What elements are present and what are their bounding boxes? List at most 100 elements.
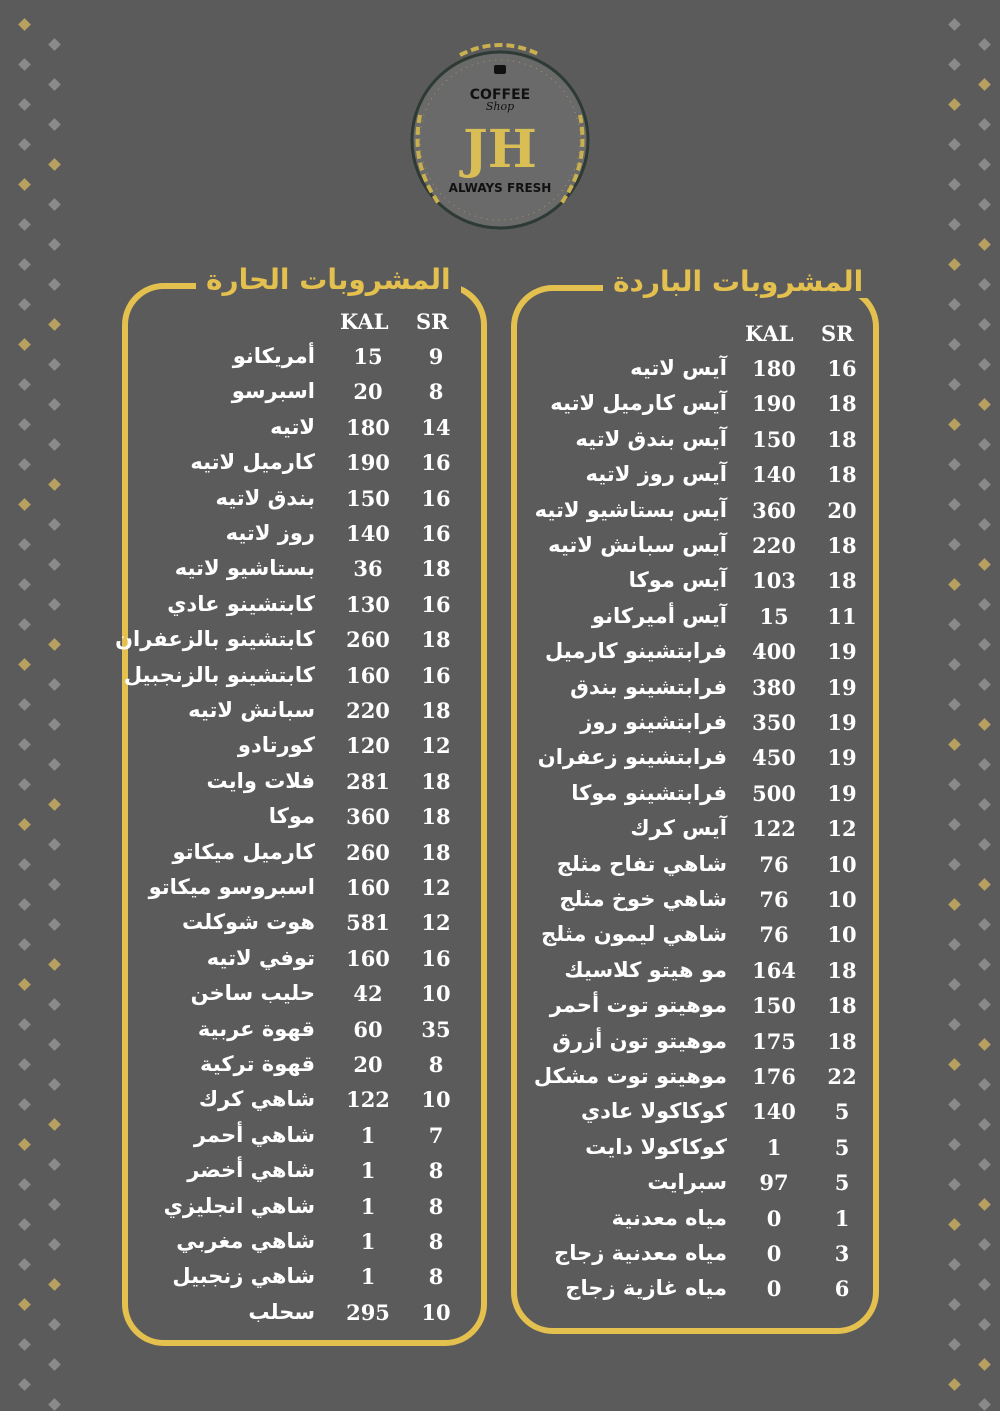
item-name: مياه معدنية [611, 1205, 727, 1230]
diamond-icon [48, 438, 61, 451]
menu-item: آيس كرك 122 12 [517, 816, 873, 851]
item-name: آيس لاتيه [630, 356, 727, 380]
item-calories: 122 [752, 816, 796, 842]
diamond-icon [948, 978, 961, 991]
diamond-icon [48, 278, 61, 291]
item-price: 18 [421, 556, 451, 582]
item-price: 18 [827, 462, 857, 488]
menu-item: شاهي زنجبيل 1 8 [128, 1264, 481, 1299]
menu-item: لاتيه 180 14 [128, 415, 481, 450]
item-price: 12 [421, 733, 451, 759]
diamond-icon [948, 1338, 961, 1351]
diamond-icon [48, 838, 61, 851]
diamond-icon [48, 1078, 61, 1091]
diamond-icon [18, 1018, 31, 1031]
item-name: موكا [268, 804, 315, 829]
diamond-icon [18, 58, 31, 71]
diamond-icon [18, 1218, 31, 1231]
menu-item: شاهي مغربي 1 8 [128, 1229, 481, 1264]
item-price: 5 [834, 1170, 850, 1196]
diamond-icon [978, 38, 991, 51]
diamond-icon [48, 758, 61, 771]
menu-item: سبانش لاتيه 220 18 [128, 698, 481, 733]
item-name: شاهي ليمون مثلج [541, 922, 727, 947]
menu-item: آيس روز لاتيه 140 18 [517, 462, 873, 497]
item-price: 7 [428, 1122, 444, 1148]
item-name: مياه غازية زجاج [565, 1276, 727, 1301]
diamond-icon [948, 1018, 961, 1031]
item-calories: 220 [752, 533, 796, 558]
diamond-icon [948, 818, 961, 831]
menu-item: كوكاكولا دايت 1 5 [517, 1135, 873, 1170]
item-name: فرابتشينو كارميل [545, 639, 727, 664]
item-calories: 76 [759, 851, 789, 877]
item-calories: 160 [346, 662, 390, 688]
coffee-cup-icon [494, 65, 506, 74]
menu-item: كابتشينو بالزعفران 260 18 [115, 627, 481, 662]
item-calories: 140 [752, 1099, 796, 1125]
item-name: مو هيتو كلاسيك [564, 957, 727, 982]
diamond-icon [948, 98, 961, 111]
item-calories: 380 [752, 674, 796, 700]
diamond-icon [948, 658, 961, 671]
item-name: موهيتو توت مشكل [533, 1064, 727, 1088]
menu-item: كارميل لاتيه 190 16 [128, 450, 481, 485]
logo: COFFEE Shop JH ALWAYS FRESH [400, 35, 600, 235]
item-calories: 190 [346, 450, 390, 476]
menu-item: اسبروسو ميكاتو 160 12 [128, 875, 481, 910]
menu-item: مياه معدنية 0 1 [517, 1206, 873, 1241]
diamond-icon [48, 78, 61, 91]
item-price: 16 [421, 450, 451, 476]
item-calories: 0 [766, 1276, 782, 1302]
item-calories: 220 [346, 698, 390, 723]
menu-item: آيس كارميل لاتيه 190 18 [517, 391, 873, 426]
diamond-icon [48, 38, 61, 51]
diamond-icon [18, 658, 31, 671]
item-calories: 97 [759, 1170, 789, 1196]
item-calories: 360 [346, 804, 390, 830]
diamond-icon [978, 1038, 991, 1051]
diamond-icon [48, 1358, 61, 1371]
kal-header: KAL [340, 309, 389, 334]
diamond-icon [978, 1318, 991, 1331]
menu-item: روز لاتيه 140 16 [128, 521, 481, 556]
item-price: 9 [428, 344, 444, 369]
item-calories: 190 [752, 391, 796, 417]
item-name: كوكاكولا عادي [580, 1099, 727, 1124]
item-price: 8 [428, 1229, 444, 1254]
menu-item: شاهي أخضر 1 8 [128, 1158, 481, 1193]
diamond-icon [948, 338, 961, 351]
diamond-icon [948, 1138, 961, 1151]
sr-header: SR [416, 309, 449, 334]
diamond-icon [18, 698, 31, 711]
item-price: 18 [421, 768, 451, 794]
item-name: آيس أميركانو [591, 603, 727, 628]
diamond-icon [978, 678, 991, 691]
item-price: 18 [827, 993, 857, 1019]
item-price: 10 [421, 1299, 451, 1325]
item-name: كورتادو [237, 733, 315, 758]
item-price: 18 [421, 804, 451, 830]
diamond-icon [48, 118, 61, 131]
menu-item: موهيتو توت مشكل 176 22 [517, 1064, 873, 1099]
diamond-icon [18, 1138, 31, 1151]
item-name: لاتيه [270, 414, 315, 439]
diamond-icon [48, 358, 61, 371]
diamond-icon [18, 938, 31, 951]
item-name: فرابتشينو بندق [570, 674, 727, 699]
menu-item: آيس موكا 103 18 [517, 568, 873, 603]
diamond-icon [18, 378, 31, 391]
svg-text:JH: JH [459, 119, 537, 180]
item-price: 5 [834, 1099, 850, 1125]
diamond-icon [978, 758, 991, 771]
item-name: شاهي خوخ مثلج [559, 887, 727, 911]
diamond-icon [978, 598, 991, 611]
diamond-icon [18, 778, 31, 791]
diamond-icon [948, 138, 961, 151]
item-name: شاهي تفاح مثلج [556, 851, 727, 876]
diamond-icon [18, 418, 31, 431]
diamond-icon [948, 18, 961, 31]
item-calories: 140 [346, 521, 390, 546]
diamond-icon [18, 898, 31, 911]
item-name: قهوة تركية [200, 1052, 315, 1076]
